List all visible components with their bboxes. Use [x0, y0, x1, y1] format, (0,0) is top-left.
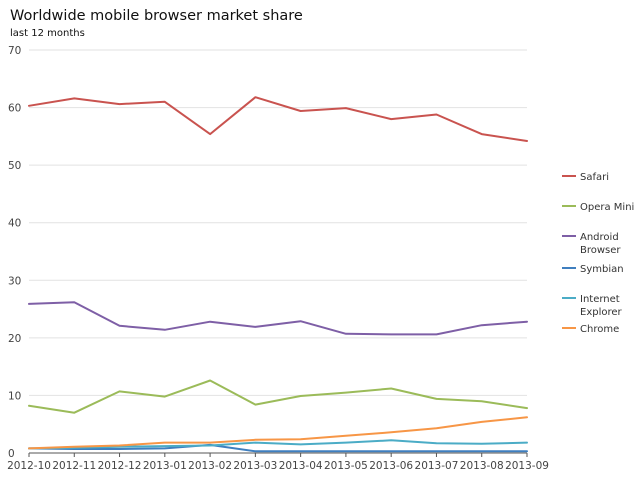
y-tick-label: 10	[8, 390, 21, 402]
legend-label-android-browser: Browser	[580, 245, 621, 256]
x-tick-label: 2013-07	[415, 460, 459, 472]
legend-label-internet-explorer: Internet	[580, 294, 620, 305]
series-line-opera-mini	[28, 379, 528, 414]
y-tick-label: 20	[8, 333, 21, 345]
chart-title: Worldwide mobile browser market share	[10, 8, 303, 24]
legend-label-safari: Safari	[580, 172, 609, 183]
legend-label-symbian: Symbian	[580, 264, 624, 275]
x-tick-label: 2012-10	[7, 460, 51, 472]
x-tick-label: 2013-01	[143, 460, 187, 472]
y-tick-label: 30	[8, 275, 21, 287]
legend-label-opera-mini: Opera Mini	[580, 202, 634, 213]
x-tick-label: 2013-09	[505, 460, 549, 472]
x-tick-label: 2012-12	[98, 460, 142, 472]
y-tick-label: 60	[8, 103, 21, 115]
series-line-android-browser	[28, 301, 528, 336]
y-tick-label: 50	[8, 160, 21, 172]
legend-label-internet-explorer: Explorer	[580, 307, 623, 318]
y-tick-label: 40	[8, 218, 21, 230]
x-tick-label: 2013-04	[279, 460, 323, 472]
series-line-safari	[28, 96, 528, 142]
y-tick-label: 70	[8, 45, 21, 57]
chart-subtitle: last 12 months	[10, 28, 85, 39]
x-tick-label: 2013-03	[233, 460, 277, 472]
legend-label-chrome: Chrome	[580, 324, 619, 335]
x-tick-label: 2012-11	[52, 460, 96, 472]
legend-label-android-browser: Android	[580, 232, 619, 243]
series-line-symbian	[28, 443, 528, 453]
series-line-internet-explorer	[28, 439, 528, 450]
y-tick-label: 0	[8, 448, 15, 460]
x-tick-label: 2013-02	[188, 460, 232, 472]
series-line-chrome	[28, 416, 528, 450]
x-tick-label: 2013-08	[460, 460, 504, 472]
x-tick-label: 2013-05	[324, 460, 368, 472]
x-tick-label: 2013-06	[369, 460, 413, 472]
